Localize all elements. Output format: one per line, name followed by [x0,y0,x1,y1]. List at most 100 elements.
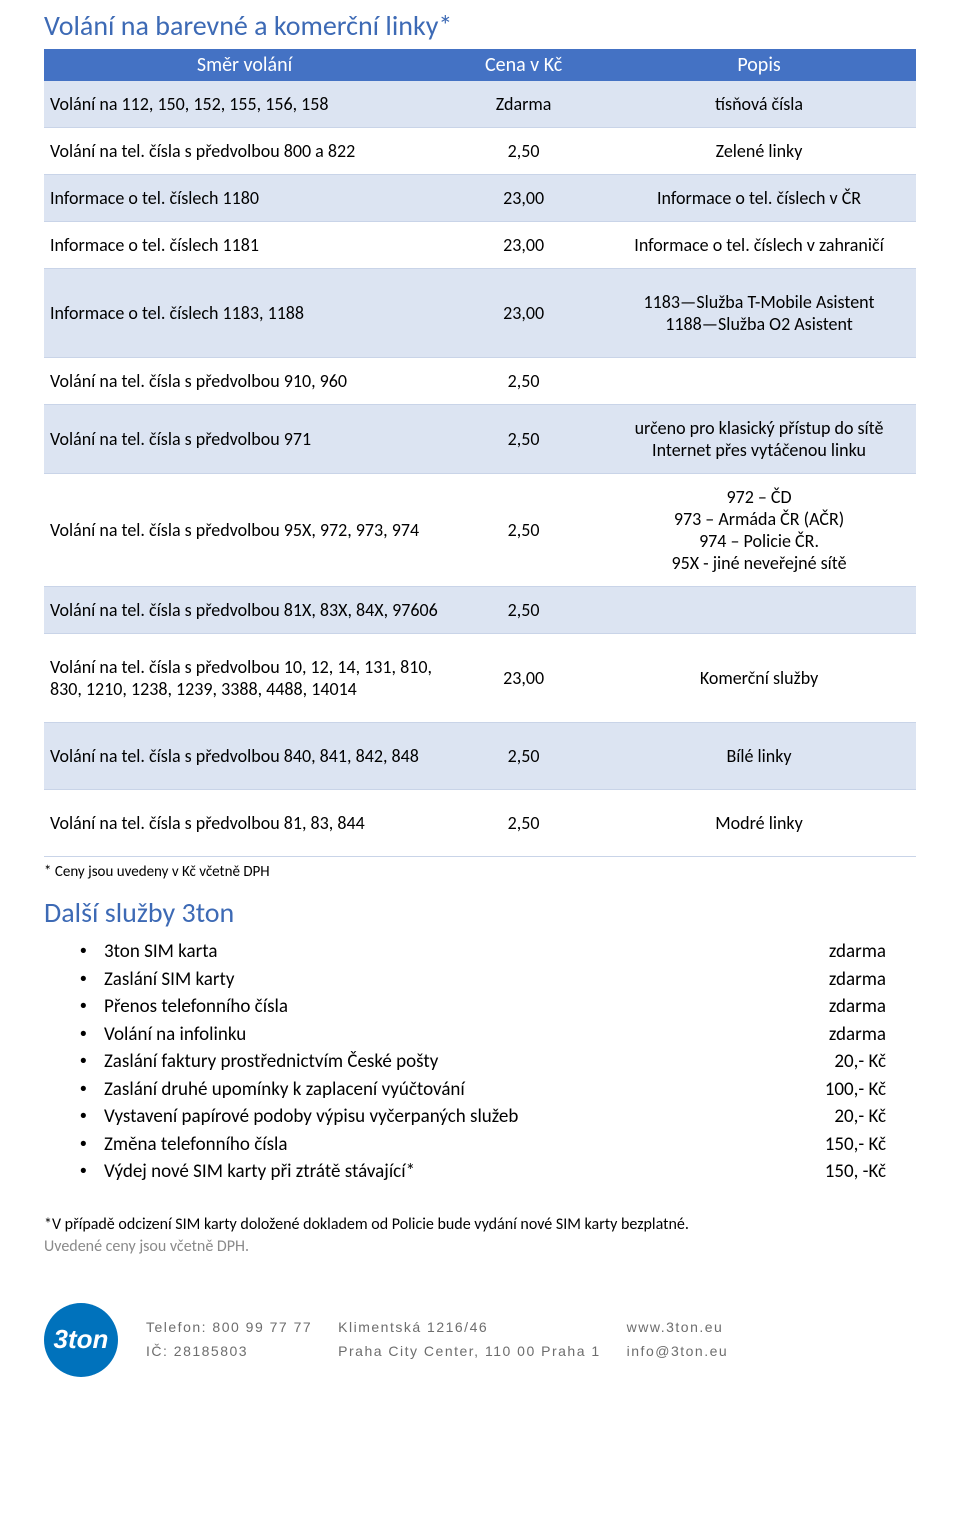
cell-direction: Informace o tel. číslech 1180 [44,175,445,222]
table-row: Volání na 112, 150, 152, 155, 156, 158Zd… [44,81,916,128]
cell-description: 1183—Služba T-Mobile Asistent 1188—Služb… [602,269,916,358]
cell-direction: Volání na 112, 150, 152, 155, 156, 158 [44,81,445,128]
cell-description: určeno pro klasický přístup do sítě Inte… [602,405,916,474]
note-line-1: *V případě odcizení SIM karty doložené d… [44,1214,916,1236]
service-label: Výdej nové SIM karty při ztrátě stávajíc… [104,1158,825,1186]
table-row: Volání na tel. čísla s předvolbou 10, 12… [44,634,916,723]
service-price: 150, -Kč [825,1158,916,1186]
service-label: Vystavení papírové podoby výpisu vyčerpa… [104,1103,834,1131]
footer-col-address: Klimentská 1216/46 Praha City Center, 11… [338,1316,600,1364]
service-price: zdarma [829,938,916,966]
service-price: zdarma [829,966,916,994]
table-row: Volání na tel. čísla s předvolbou 840, 8… [44,723,916,790]
footer-city: Praha City Center, 110 00 Praha 1 [338,1340,600,1364]
service-price: 100,- Kč [825,1076,916,1104]
table-row: Volání na tel. čísla s předvolbou 81, 83… [44,790,916,857]
list-item: •Změna telefonního čísla150,- Kč [80,1131,916,1159]
footer-web: www.3ton.eu [627,1316,729,1340]
cell-price: 2,50 [445,128,602,175]
cell-direction: Volání na tel. čísla s předvolbou 840, 8… [44,723,445,790]
note-line-2: Uvedené ceny jsou včetně DPH. [44,1236,916,1258]
cell-description: Bílé linky [602,723,916,790]
logo-3ton: 3ton [44,1303,118,1377]
tariff-footnote: * Ceny jsou uvedeny v Kč včetně DPH [44,863,916,881]
footer-email: info@3ton.eu [627,1340,729,1364]
service-label: Zaslání faktury prostřednictvím České po… [104,1048,834,1076]
table-row: Informace o tel. číslech 118123,00Inform… [44,222,916,269]
cell-description: 972 – ČD 973 – Armáda ČR (AČR) 974 – Pol… [602,474,916,587]
cell-direction: Volání na tel. čísla s předvolbou 81, 83… [44,790,445,857]
service-price: zdarma [829,993,916,1021]
service-price: 20,- Kč [834,1048,916,1076]
bullet-icon: • [80,1131,104,1159]
cell-price: 2,50 [445,358,602,405]
list-item: •Volání na infolinkuzdarma [80,1021,916,1049]
bullet-icon: • [80,993,104,1021]
cell-direction: Volání na tel. čísla s předvolbou 800 a … [44,128,445,175]
cell-description: Komerční služby [602,634,916,723]
cell-direction: Informace o tel. číslech 1183, 1188 [44,269,445,358]
services-note: *V případě odcizení SIM karty doložené d… [44,1214,916,1259]
service-price: zdarma [829,1021,916,1049]
footer-col-web: www.3ton.eu info@3ton.eu [627,1316,729,1364]
cell-direction: Volání na tel. čísla s předvolbou 95X, 9… [44,474,445,587]
table-row: Volání na tel. čísla s předvolbou 81X, 8… [44,587,916,634]
cell-direction: Volání na tel. čísla s předvolbou 910, 9… [44,358,445,405]
cell-direction: Volání na tel. čísla s předvolbou 971 [44,405,445,474]
service-price: 20,- Kč [834,1103,916,1131]
col-price: Cena v Kč [445,49,602,81]
cell-description: Informace o tel. číslech v zahraničí [602,222,916,269]
service-label: 3ton SIM karta [104,938,829,966]
cell-price: 23,00 [445,222,602,269]
footer-col-contact: Telefon: 800 99 77 77 IČ: 28185803 [146,1316,312,1364]
list-item: •Zaslání SIM kartyzdarma [80,966,916,994]
list-item: •Zaslání faktury prostřednictvím České p… [80,1048,916,1076]
list-item: •Výdej nové SIM karty při ztrátě stávají… [80,1158,916,1186]
list-item: •Přenos telefonního číslazdarma [80,993,916,1021]
cell-description: tísňová čísla [602,81,916,128]
service-label: Volání na infolinku [104,1021,829,1049]
bullet-icon: • [80,1076,104,1104]
page-footer: 3ton Telefon: 800 99 77 77 IČ: 28185803 … [44,1303,916,1377]
table-row: Volání na tel. čísla s předvolbou 9712,5… [44,405,916,474]
section-title-services: Další služby 3ton [44,895,916,930]
list-item: •Zaslání druhé upomínky k zaplacení vyúč… [80,1076,916,1104]
cell-direction: Informace o tel. číslech 1181 [44,222,445,269]
table-header-row: Směr volání Cena v Kč Popis [44,49,916,81]
bullet-icon: • [80,938,104,966]
services-list: •3ton SIM kartazdarma•Zaslání SIM kartyz… [44,938,916,1186]
table-row: Informace o tel. číslech 118023,00Inform… [44,175,916,222]
cell-description [602,358,916,405]
bullet-icon: • [80,1048,104,1076]
table-row: Volání na tel. čísla s předvolbou 910, 9… [44,358,916,405]
service-label: Zaslání SIM karty [104,966,829,994]
tariff-table: Směr volání Cena v Kč Popis Volání na 11… [44,49,916,857]
cell-price: 2,50 [445,405,602,474]
cell-description: Informace o tel. číslech v ČR [602,175,916,222]
table-row: Volání na tel. čísla s předvolbou 95X, 9… [44,474,916,587]
footer-ic: IČ: 28185803 [146,1340,312,1364]
cell-price: 2,50 [445,587,602,634]
cell-price: 23,00 [445,175,602,222]
list-item: •3ton SIM kartazdarma [80,938,916,966]
service-label: Zaslání druhé upomínky k zaplacení vyúčt… [104,1076,825,1104]
cell-price: 23,00 [445,634,602,723]
bullet-icon: • [80,1103,104,1131]
cell-price: 2,50 [445,723,602,790]
cell-description: Zelené linky [602,128,916,175]
bullet-icon: • [80,966,104,994]
cell-direction: Volání na tel. čísla s předvolbou 81X, 8… [44,587,445,634]
bullet-icon: • [80,1021,104,1049]
bullet-icon: • [80,1158,104,1186]
cell-description: Modré linky [602,790,916,857]
cell-price: Zdarma [445,81,602,128]
section-title-tariffs: Volání na barevné a komerční linky* [44,8,916,43]
cell-price: 23,00 [445,269,602,358]
cell-direction: Volání na tel. čísla s předvolbou 10, 12… [44,634,445,723]
list-item: •Vystavení papírové podoby výpisu vyčerp… [80,1103,916,1131]
service-label: Přenos telefonního čísla [104,993,829,1021]
cell-price: 2,50 [445,790,602,857]
service-label: Změna telefonního čísla [104,1131,825,1159]
cell-price: 2,50 [445,474,602,587]
table-row: Volání na tel. čísla s předvolbou 800 a … [44,128,916,175]
